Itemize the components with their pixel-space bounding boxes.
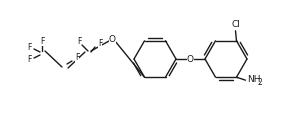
Text: O: O (108, 34, 116, 44)
Text: O: O (186, 54, 194, 64)
Text: F: F (27, 44, 31, 53)
Text: Cl: Cl (231, 20, 240, 29)
Text: 2: 2 (257, 78, 262, 87)
Text: F: F (27, 56, 31, 64)
Text: F: F (40, 37, 44, 45)
Text: F: F (75, 53, 79, 63)
Text: NH: NH (247, 75, 261, 84)
Text: F: F (77, 38, 81, 46)
Text: F: F (98, 39, 102, 49)
